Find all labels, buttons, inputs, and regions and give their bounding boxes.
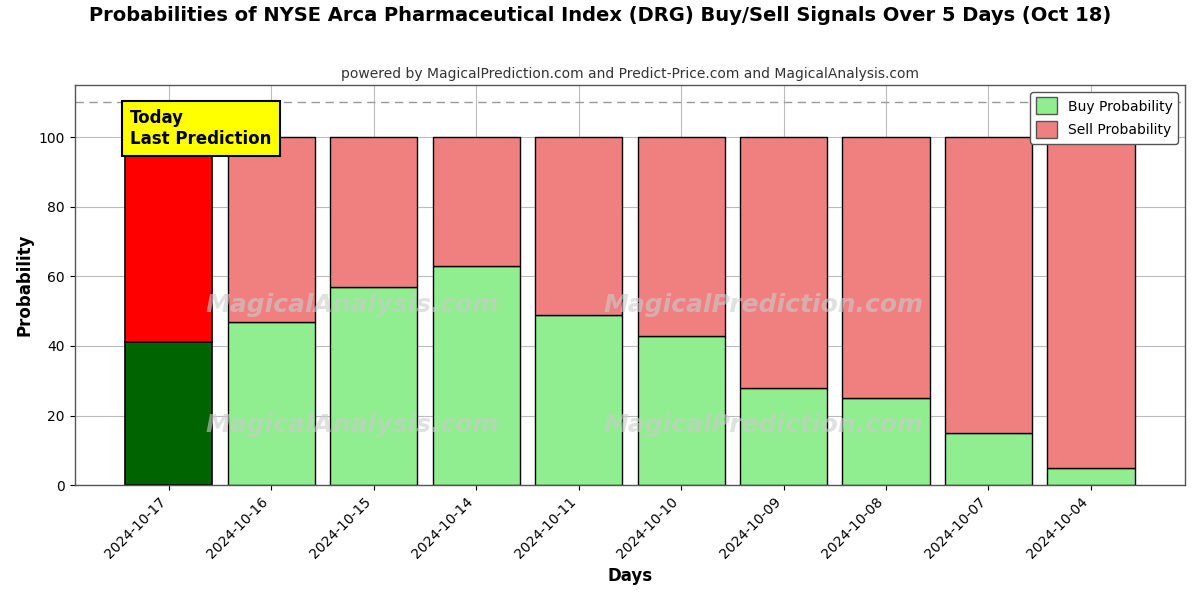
Legend: Buy Probability, Sell Probability: Buy Probability, Sell Probability: [1030, 92, 1178, 144]
Bar: [1048, 137, 1134, 468]
X-axis label: Days: Days: [607, 567, 653, 585]
Bar: [228, 322, 314, 485]
Bar: [535, 137, 622, 314]
Text: Today
Last Prediction: Today Last Prediction: [131, 109, 271, 148]
Title: powered by MagicalPrediction.com and Predict-Price.com and MagicalAnalysis.com: powered by MagicalPrediction.com and Pre…: [341, 67, 919, 81]
Bar: [125, 343, 212, 485]
Bar: [228, 137, 314, 322]
Text: MagicalPrediction.com: MagicalPrediction.com: [604, 293, 923, 317]
Bar: [842, 398, 930, 485]
Bar: [842, 137, 930, 398]
Text: MagicalAnalysis.com: MagicalAnalysis.com: [205, 293, 499, 317]
Bar: [535, 314, 622, 485]
Bar: [330, 287, 418, 485]
Text: Probabilities of NYSE Arca Pharmaceutical Index (DRG) Buy/Sell Signals Over 5 Da: Probabilities of NYSE Arca Pharmaceutica…: [89, 6, 1111, 25]
Bar: [740, 388, 827, 485]
Bar: [944, 137, 1032, 433]
Bar: [1048, 468, 1134, 485]
Bar: [637, 335, 725, 485]
Bar: [432, 137, 520, 266]
Bar: [944, 433, 1032, 485]
Bar: [740, 137, 827, 388]
Bar: [330, 137, 418, 287]
Bar: [637, 137, 725, 335]
Text: MagicalAnalysis.com: MagicalAnalysis.com: [205, 413, 499, 437]
Text: MagicalPrediction.com: MagicalPrediction.com: [604, 413, 923, 437]
Bar: [125, 137, 212, 343]
Y-axis label: Probability: Probability: [16, 234, 34, 337]
Bar: [432, 266, 520, 485]
